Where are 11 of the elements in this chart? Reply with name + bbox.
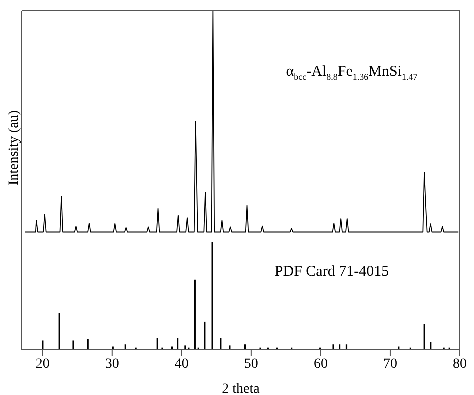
x-tick-label: 30 [105, 356, 120, 372]
x-tick-label: 80 [453, 356, 467, 372]
x-tick-label: 50 [244, 356, 258, 372]
annotation: α$_{bcc}$-Al$_{8.8}$Fe$_{1.36}$MnSi$_{1.47}$ [286, 64, 418, 82]
annotation: PDF Card 71-4015 [274, 264, 390, 280]
x-tick-label: 60 [314, 356, 328, 372]
x-axis-title: 2 theta [222, 382, 261, 395]
x-tick-label: 70 [383, 356, 398, 372]
x-tick-label: 20 [36, 356, 50, 372]
y-axis-title: Intensity (au) [6, 110, 22, 186]
x-tick-label: 40 [174, 356, 189, 372]
